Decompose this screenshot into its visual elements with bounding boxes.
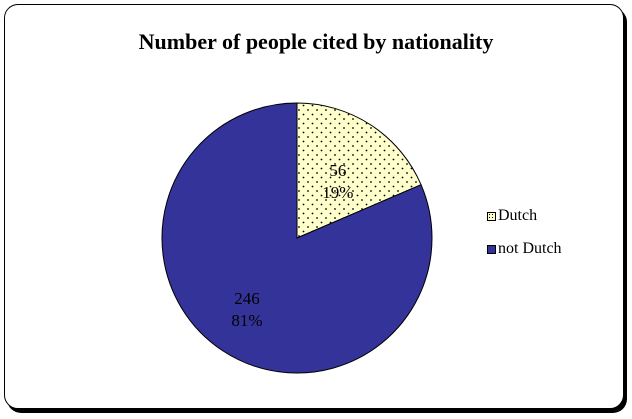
legend-swatch-dutch <box>487 211 496 221</box>
pie-slice-dutch <box>296 102 422 239</box>
percent-label-dutch: 19% <box>322 183 353 202</box>
value-label-dutch: 56 <box>329 161 346 180</box>
chart-title: Number of people cited by nationality <box>138 29 494 54</box>
legend: Dutch not Dutch <box>487 206 562 272</box>
pie-slice-not-dutch <box>161 102 433 374</box>
legend-label-dutch: Dutch <box>498 207 538 224</box>
legend-item-not-dutch: not Dutch <box>487 239 562 259</box>
value-label-not-dutch: 246 <box>234 289 260 308</box>
legend-swatch-not-dutch <box>487 244 496 254</box>
legend-label-not-dutch: not Dutch <box>498 240 562 257</box>
legend-item-dutch: Dutch <box>487 206 562 226</box>
percent-label-not-dutch: 81% <box>231 311 262 330</box>
